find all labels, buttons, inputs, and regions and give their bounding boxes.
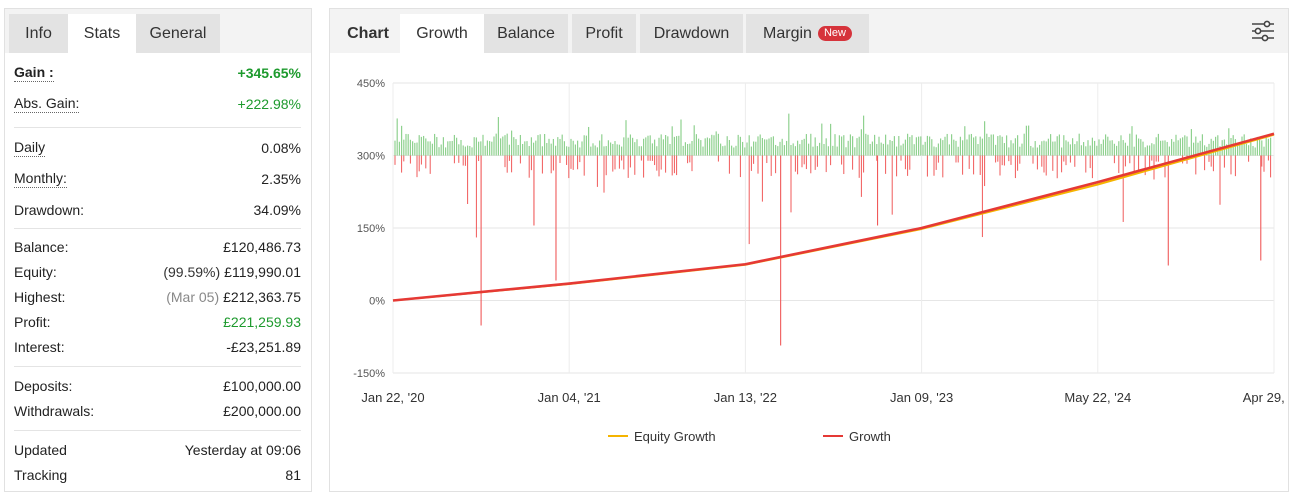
y-tick-label: 450% — [357, 78, 385, 90]
drawdown-value: 34.09% — [253, 202, 301, 218]
stat-gain: Gain : +345.65% — [14, 61, 301, 85]
x-tick-label: Jan 04, '21 — [538, 390, 601, 405]
tab-growth[interactable]: Growth — [400, 14, 484, 53]
balance-label: Balance: — [14, 239, 69, 255]
abs-gain-label[interactable]: Abs. Gain: — [14, 95, 80, 113]
stat-drawdown: Drawdown: 34.09% — [14, 198, 301, 222]
equity-value-wrap: (99.59%) £119,990.01 — [163, 260, 301, 284]
left-tabbar: Info Stats General — [5, 9, 311, 53]
highest-value: £212,363.75 — [223, 289, 301, 305]
chart-tabbar: Chart Growth Balance Profit Drawdown Mar… — [330, 9, 1288, 53]
margin-label: Margin — [763, 25, 812, 42]
tab-chart-title: Chart — [347, 25, 389, 42]
monthly-value: 2.35% — [261, 171, 301, 187]
tab-margin[interactable]: Margin New — [746, 14, 869, 53]
growth-legend-swatch — [823, 435, 843, 437]
divider — [14, 127, 301, 128]
y-tick-label: -150% — [353, 368, 385, 380]
stat-highest: Highest: (Mar 05) £212,363.75 — [14, 285, 301, 309]
stat-deposits: Deposits: £100,000.00 — [14, 374, 301, 398]
stat-updated: Updated Yesterday at 09:06 — [14, 438, 301, 462]
highest-value-wrap: (Mar 05) £212,363.75 — [166, 285, 301, 309]
updated-label: Updated — [14, 442, 67, 458]
stat-balance: Balance: £120,486.73 — [14, 235, 301, 259]
x-tick-label: Jan 22, '20 — [361, 390, 424, 405]
profit-label: Profit: — [14, 314, 51, 330]
x-tick-label: Jan 09, '23 — [890, 390, 953, 405]
divider — [14, 430, 301, 431]
deposits-label: Deposits: — [14, 378, 73, 394]
stat-abs-gain: Abs. Gain: +222.98% — [14, 92, 301, 116]
interest-label: Interest: — [14, 339, 65, 355]
gain-value: +345.65% — [237, 65, 301, 81]
equity-percent: (99.59%) — [163, 264, 221, 280]
gain-label[interactable]: Gain : — [14, 64, 54, 82]
divider — [14, 228, 301, 229]
y-tick-label: 0% — [369, 296, 385, 308]
interest-value: -£23,251.89 — [226, 339, 301, 355]
tracking-label: Tracking — [14, 467, 68, 483]
y-tick-label: 150% — [357, 223, 385, 235]
legend-equity-growth[interactable]: Equity Growth — [608, 429, 716, 444]
tracking-value: 81 — [285, 467, 301, 483]
growth-line — [392, 132, 1275, 302]
growth-chart[interactable]: 450% 300% 150% 0% -150% Jan 22, '20 Jan 04, '2… — [330, 53, 1288, 423]
withdrawals-value: £200,000.00 — [223, 403, 301, 419]
withdrawals-label: Withdrawals: — [14, 403, 95, 419]
monthly-label[interactable]: Monthly: — [14, 170, 67, 188]
profit-value: £221,259.93 — [223, 314, 301, 330]
chart-panel: Chart Growth Balance Profit Drawdown Mar… — [329, 8, 1289, 492]
new-badge: New — [817, 26, 852, 41]
tab-balance[interactable]: Balance — [484, 14, 568, 53]
sliders-icon[interactable] — [1250, 19, 1276, 43]
stat-daily: Daily 0.08% — [14, 136, 301, 160]
equity-label: Equity: — [14, 264, 57, 280]
tab-drawdown[interactable]: Drawdown — [640, 14, 743, 53]
tab-profit[interactable]: Profit — [572, 14, 636, 53]
x-tick-label: Apr 29, '25 — [1243, 390, 1288, 405]
growth-legend-label: Growth — [849, 429, 891, 444]
tab-info[interactable]: Info — [9, 14, 68, 53]
balance-value: £120,486.73 — [223, 239, 301, 255]
equity-growth-line — [392, 133, 1275, 302]
daily-value: 0.08% — [261, 140, 301, 156]
stats-panel: Info Stats General Gain : +345.65% Abs. … — [4, 8, 312, 492]
deposits-value: £100,000.00 — [223, 378, 301, 394]
daily-label[interactable]: Daily — [14, 139, 46, 157]
legend-growth[interactable]: Growth — [823, 429, 891, 444]
stat-monthly: Monthly: 2.35% — [14, 167, 301, 191]
y-tick-label: 300% — [357, 151, 385, 163]
x-tick-label: Jan 13, '22 — [714, 390, 777, 405]
stat-equity: Equity: (99.59%) £119,990.01 — [14, 260, 301, 284]
updated-value: Yesterday at 09:06 — [184, 442, 301, 458]
drawdown-label: Drawdown: — [14, 202, 85, 218]
equity-legend-swatch — [608, 435, 628, 437]
stat-interest: Interest: -£23,251.89 — [14, 335, 301, 359]
tab-general[interactable]: General — [136, 14, 220, 53]
equity-value: £119,990.01 — [224, 264, 301, 280]
highest-label: Highest: — [14, 289, 66, 305]
abs-gain-value: +222.98% — [237, 96, 301, 112]
stat-withdrawals: Withdrawals: £200,000.00 — [14, 399, 301, 423]
stat-tracking: Tracking 81 — [14, 463, 301, 487]
highest-date: (Mar 05) — [166, 289, 220, 305]
stat-profit: Profit: £221,259.93 — [14, 310, 301, 334]
divider — [14, 366, 301, 367]
tab-stats[interactable]: Stats — [68, 14, 136, 53]
equity-legend-label: Equity Growth — [634, 429, 716, 444]
x-tick-label: May 22, '24 — [1064, 390, 1131, 405]
